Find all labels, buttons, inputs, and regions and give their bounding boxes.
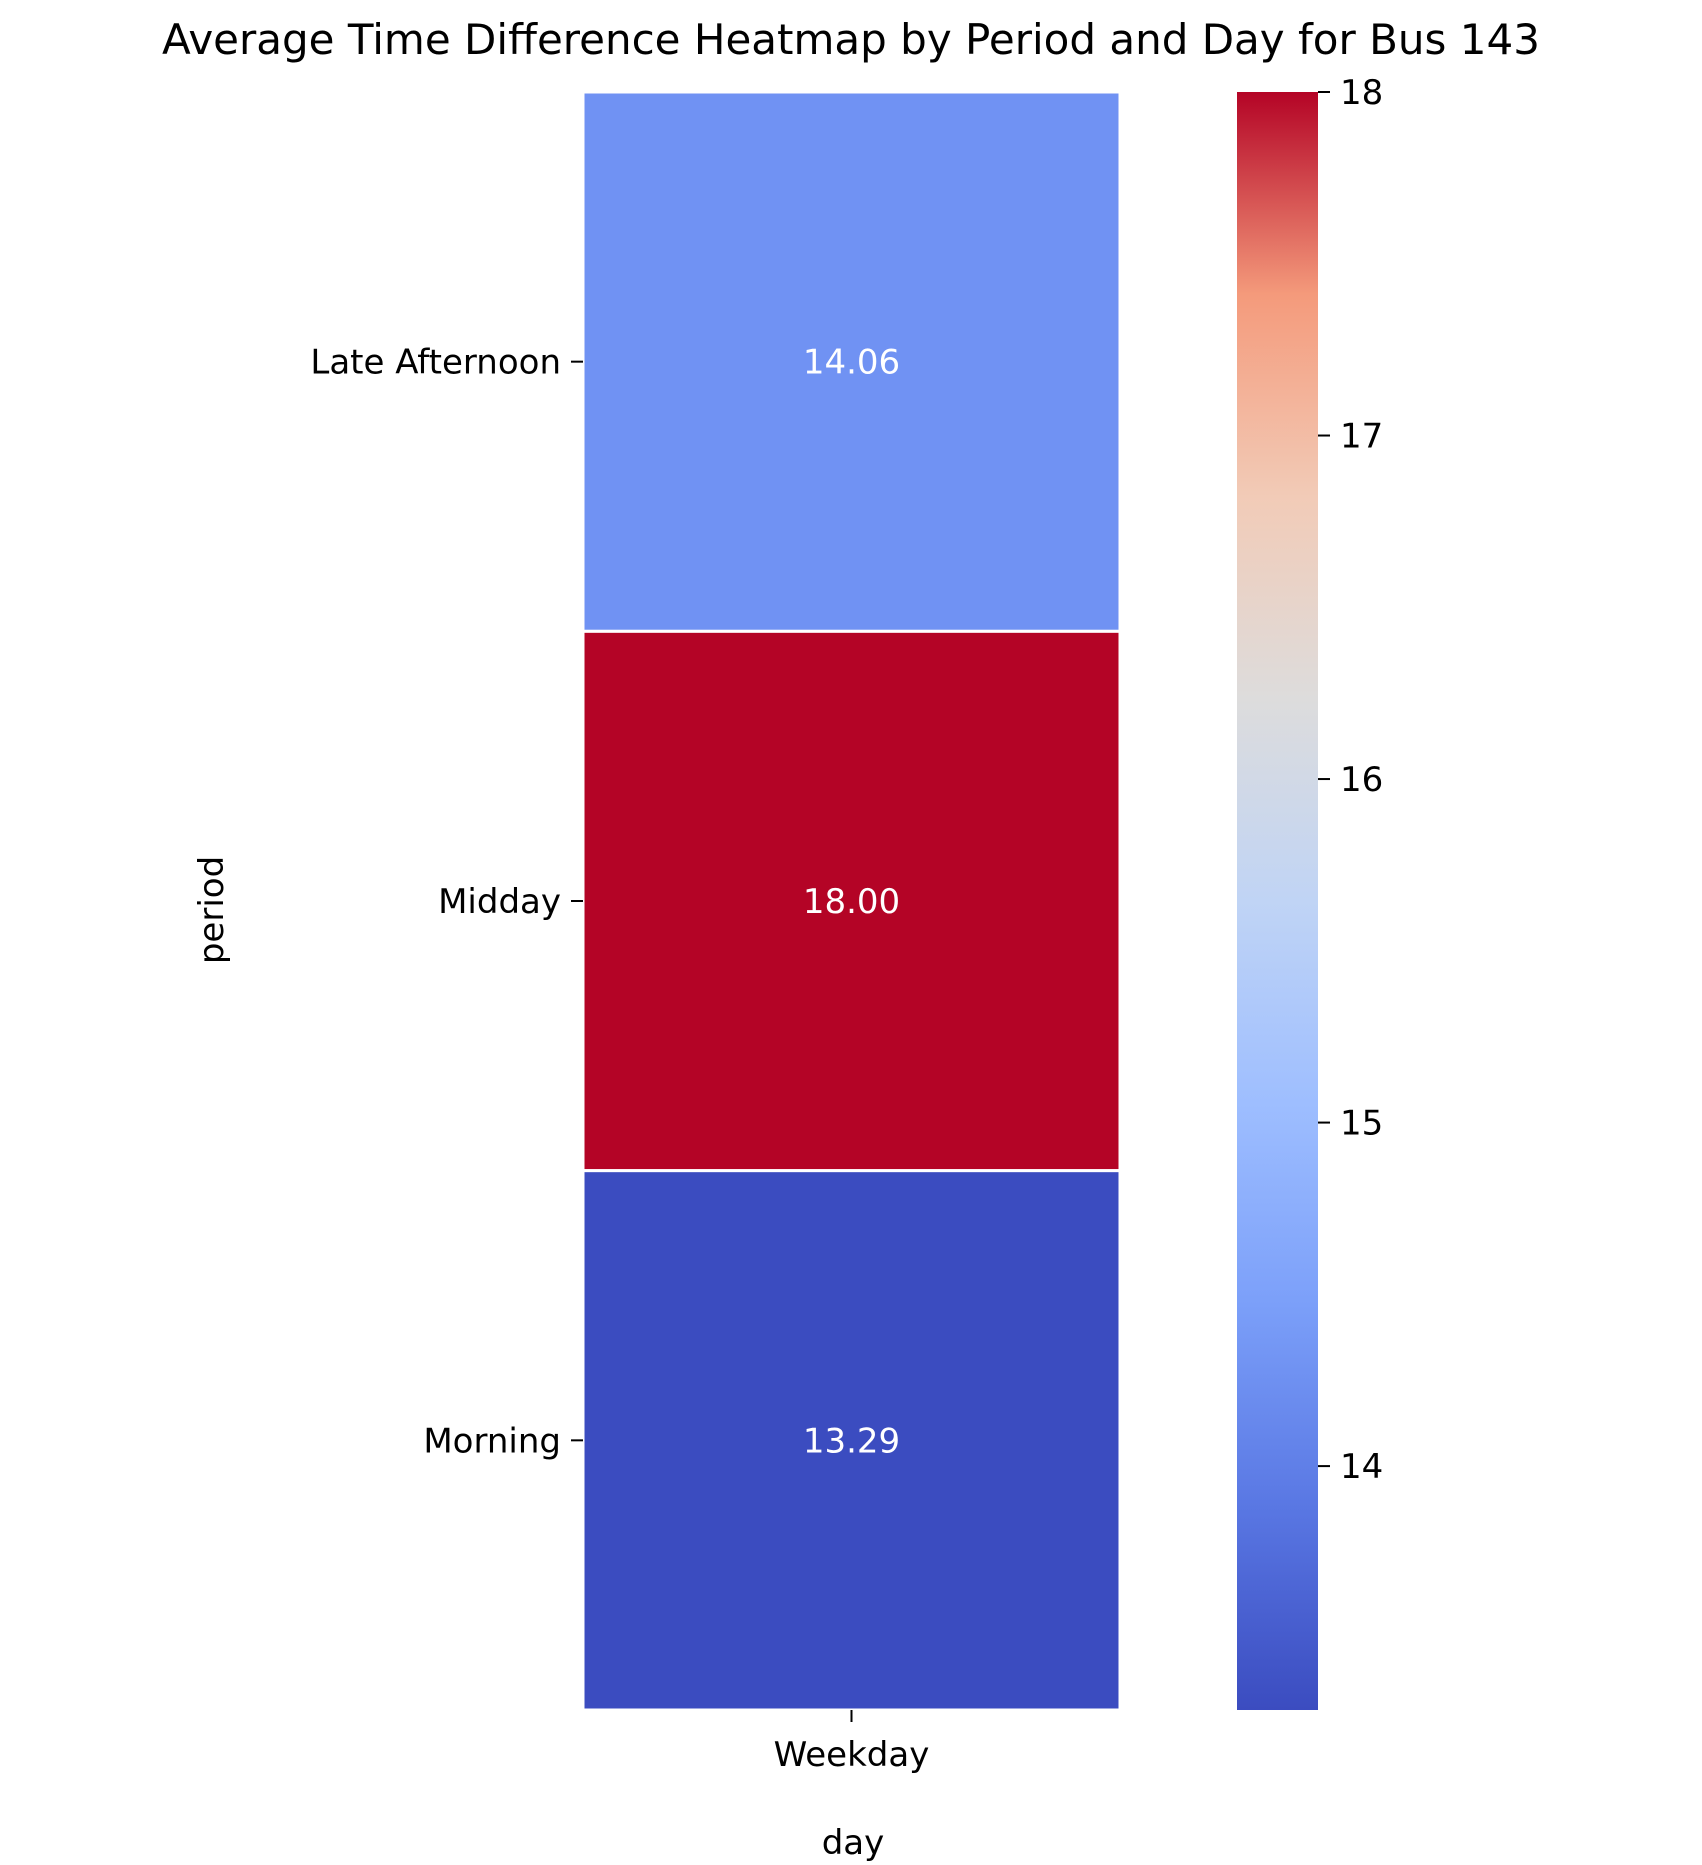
heatmap-cells bbox=[581, 90, 1122, 1712]
colorbar-tick-label: 18 bbox=[1340, 73, 1383, 113]
cell-annotation: 18.00 bbox=[803, 882, 900, 922]
y-axis-label: period bbox=[192, 856, 232, 964]
x-axis-label: day bbox=[822, 1823, 885, 1863]
colorbar-tick-label: 17 bbox=[1340, 417, 1383, 457]
colorbar-tick-label: 14 bbox=[1340, 1447, 1383, 1487]
cell-annotation: 13.29 bbox=[803, 1421, 900, 1461]
heatmap-annotations: 14.06 18.00 13.29 bbox=[803, 343, 900, 1462]
y-axis: Late Afternoon Midday Morning bbox=[310, 343, 583, 1461]
heatmap-cell bbox=[581, 629, 1122, 1173]
cell-annotation: 14.06 bbox=[803, 343, 900, 383]
x-axis: Weekday bbox=[774, 1710, 930, 1775]
heatmap-cell bbox=[581, 1169, 1122, 1712]
y-tick-label: Morning bbox=[423, 1421, 561, 1461]
heatmap-cell bbox=[581, 90, 1122, 633]
chart-title: Average Time Difference Heatmap by Perio… bbox=[162, 15, 1540, 64]
colorbar bbox=[1237, 92, 1318, 1710]
colorbar-tick-label: 16 bbox=[1340, 760, 1383, 800]
y-tick-label: Midday bbox=[438, 882, 561, 922]
colorbar-tick-label: 15 bbox=[1340, 1104, 1383, 1144]
y-tick-label: Late Afternoon bbox=[310, 343, 561, 383]
colorbar-ticks: 14 15 16 17 18 bbox=[1318, 73, 1383, 1487]
x-tick-label: Weekday bbox=[774, 1735, 930, 1775]
